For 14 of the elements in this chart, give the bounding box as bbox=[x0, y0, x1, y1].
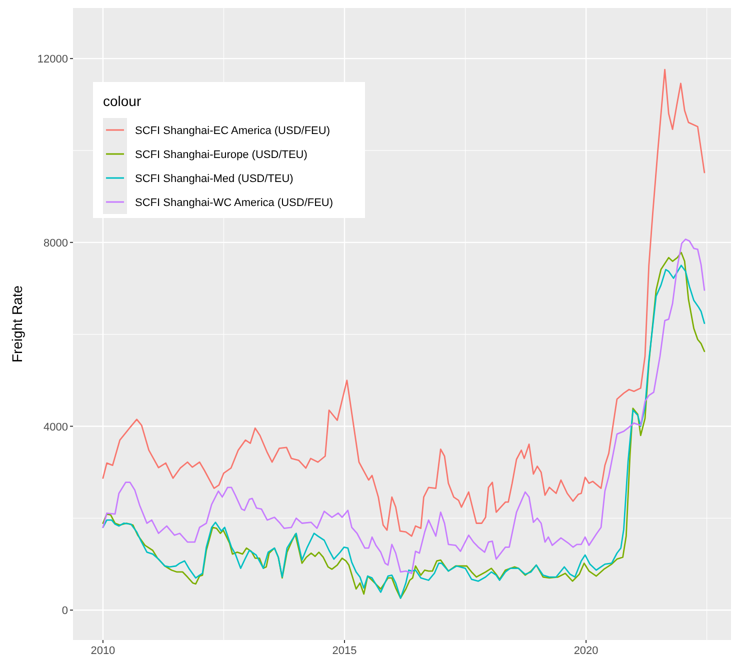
y-tick-label: 0 bbox=[62, 605, 68, 618]
x-tick-label: 2010 bbox=[90, 645, 116, 657]
line-series bbox=[102, 68, 706, 537]
y-tick-label: 4000 bbox=[44, 421, 68, 434]
legend-label: SCFI Shanghai-EC America (USD/FEU) bbox=[135, 125, 330, 137]
y-axis-title: Freight Rate bbox=[9, 285, 25, 363]
y-tick-label: 8000 bbox=[44, 237, 68, 250]
x-tick-label: 2020 bbox=[574, 645, 598, 657]
legend-label: SCFI Shanghai-Med (USD/TEU) bbox=[135, 173, 294, 185]
x-tick-label: 2015 bbox=[332, 645, 357, 657]
legend-label: SCFI Shanghai-WC America (USD/FEU) bbox=[135, 197, 334, 209]
legend-label: SCFI Shanghai-Europe (USD/TEU) bbox=[135, 149, 308, 161]
y-tick-label: 12000 bbox=[37, 54, 68, 66]
legend-title: colour bbox=[103, 93, 142, 109]
